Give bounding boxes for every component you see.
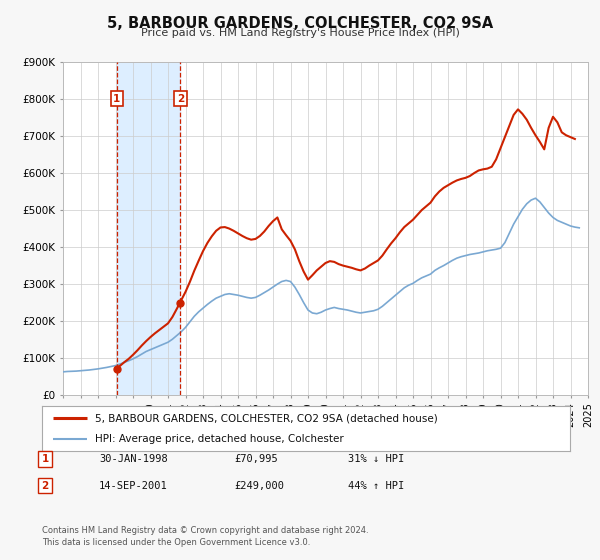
Text: This data is licensed under the Open Government Licence v3.0.: This data is licensed under the Open Gov… — [42, 538, 310, 547]
Text: Contains HM Land Registry data © Crown copyright and database right 2024.: Contains HM Land Registry data © Crown c… — [42, 526, 368, 535]
Text: 44% ↑ HPI: 44% ↑ HPI — [348, 480, 404, 491]
Text: 2: 2 — [41, 480, 49, 491]
Text: 30-JAN-1998: 30-JAN-1998 — [99, 454, 168, 464]
Text: Price paid vs. HM Land Registry's House Price Index (HPI): Price paid vs. HM Land Registry's House … — [140, 28, 460, 38]
Text: £70,995: £70,995 — [234, 454, 278, 464]
Text: 2: 2 — [177, 94, 184, 104]
Text: 14-SEP-2001: 14-SEP-2001 — [99, 480, 168, 491]
Text: 1: 1 — [41, 454, 49, 464]
Text: 31% ↓ HPI: 31% ↓ HPI — [348, 454, 404, 464]
Text: 1: 1 — [113, 94, 121, 104]
Bar — [117, 62, 181, 395]
Text: £249,000: £249,000 — [234, 480, 284, 491]
Text: 5, BARBOUR GARDENS, COLCHESTER, CO2 9SA: 5, BARBOUR GARDENS, COLCHESTER, CO2 9SA — [107, 16, 493, 31]
Text: HPI: Average price, detached house, Colchester: HPI: Average price, detached house, Colc… — [95, 433, 344, 444]
Text: 5, BARBOUR GARDENS, COLCHESTER, CO2 9SA (detached house): 5, BARBOUR GARDENS, COLCHESTER, CO2 9SA … — [95, 413, 437, 423]
